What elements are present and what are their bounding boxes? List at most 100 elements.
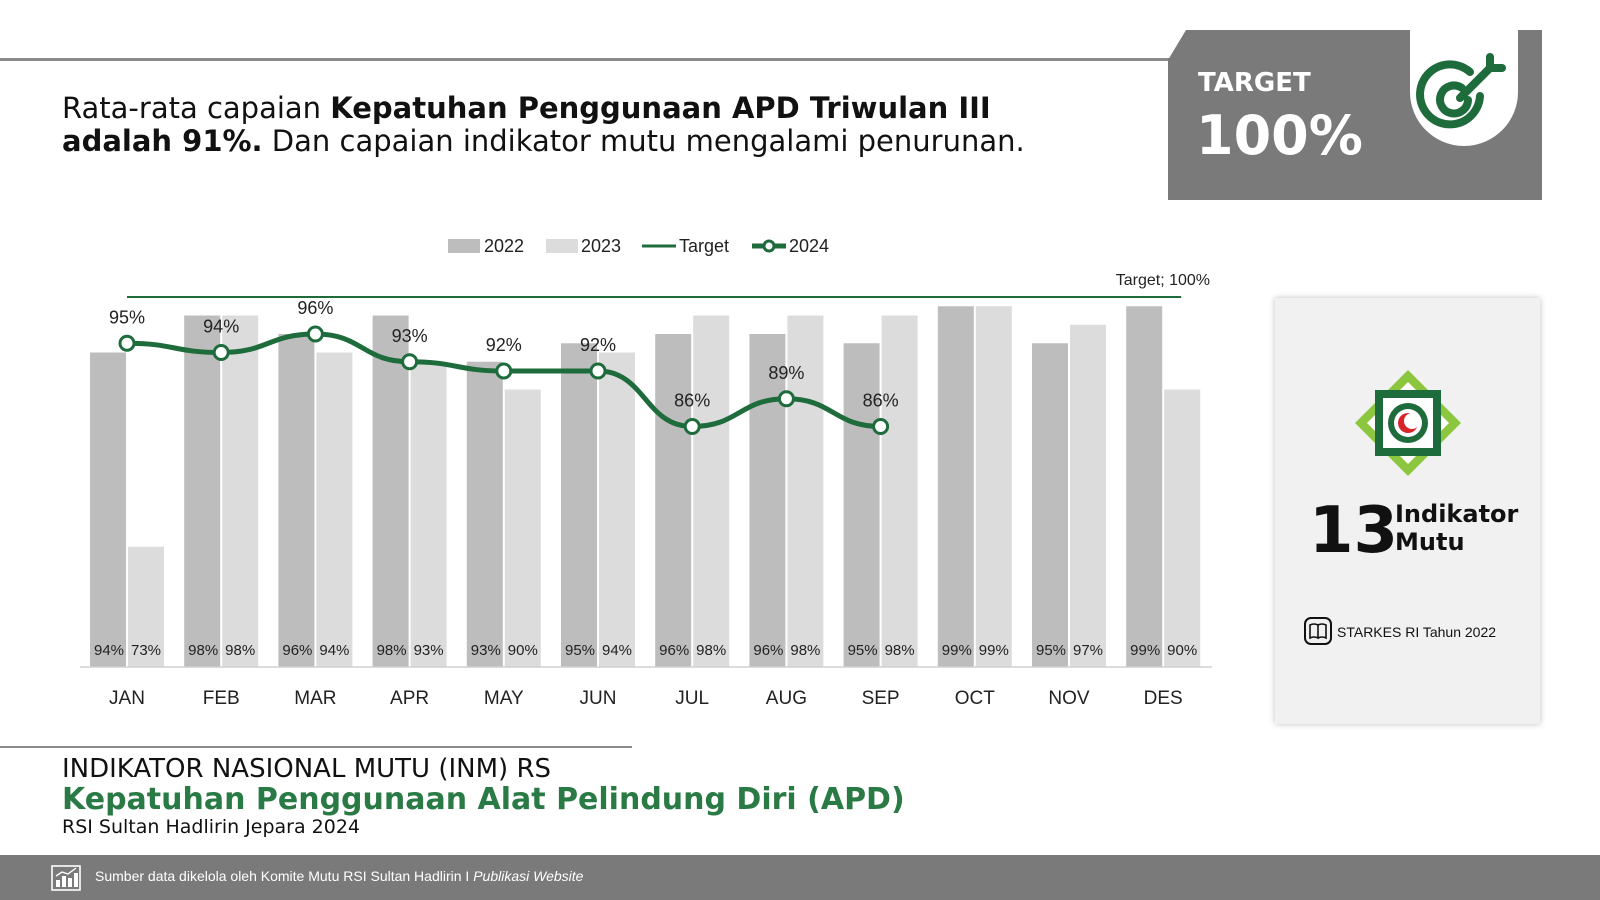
- bar-2022-jan: [90, 352, 126, 667]
- label-2024-sep: 86%: [863, 391, 899, 411]
- bar-2023-nov: [1070, 324, 1106, 667]
- bar-2023-jul: [693, 315, 730, 667]
- hospital-subtitle: RSI Sultan Hadlirin Jepara 2024: [62, 816, 361, 838]
- legend-2023: [546, 239, 578, 253]
- label-2022-nov: 95%: [1036, 642, 1066, 659]
- label-2022-mar: 96%: [282, 642, 312, 659]
- report-chart-icon: [51, 865, 81, 891]
- x-tick-jun: JUN: [580, 688, 617, 709]
- point-2024-feb: [212, 344, 230, 361]
- top-divider: [0, 58, 1168, 61]
- label-2023-jul: 98%: [696, 642, 726, 659]
- bar-2023-sep: [881, 315, 918, 667]
- legend-2024-marker: [762, 239, 776, 253]
- label-2024-mar: 96%: [297, 298, 333, 318]
- label-2024-apr: 93%: [392, 326, 428, 346]
- label-2022-jun: 95%: [565, 642, 595, 659]
- point-2024-apr: [401, 353, 419, 371]
- bar-2022-oct: [937, 306, 974, 667]
- target-annotation: Target; 100%: [1116, 272, 1210, 289]
- target-value: 100%: [1196, 104, 1363, 167]
- label-2023-sep: 98%: [885, 642, 915, 659]
- label-2024-may: 92%: [486, 335, 522, 355]
- label-2024-feb: 94%: [203, 317, 239, 337]
- bar-2023-des: [1164, 389, 1201, 667]
- label-2022-may: 93%: [471, 642, 501, 659]
- label-2023-des: 90%: [1167, 642, 1197, 659]
- bar-2023-feb: [222, 315, 259, 667]
- footer-text: Sumber data dikelola oleh Komite Mutu RS…: [95, 868, 474, 884]
- footer-source-text: Sumber data dikelola oleh Komite Mutu RS…: [95, 868, 583, 884]
- book-icon: [1304, 617, 1332, 645]
- bar-2023-mar: [316, 352, 353, 667]
- x-tick-des: DES: [1144, 688, 1183, 709]
- label-2024-jan: 95%: [109, 307, 145, 327]
- label-2023-feb: 98%: [225, 642, 255, 659]
- headline-bold-2: adalah 91%.: [62, 124, 263, 158]
- label-2024-jul: 86%: [674, 391, 710, 411]
- x-tick-apr: APR: [390, 688, 429, 709]
- indicator-card: 13 Indikator Mutu STARKES RI Tahun 2022: [1275, 298, 1540, 724]
- legend-2022-label: 2022: [484, 236, 524, 256]
- x-tick-nov: NOV: [1048, 688, 1090, 709]
- label-2023-oct: 99%: [979, 642, 1009, 659]
- label-2022-sep: 95%: [848, 642, 878, 659]
- point-2024-jun: [589, 362, 607, 380]
- bar-2022-may: [466, 361, 503, 667]
- x-tick-oct: OCT: [955, 688, 996, 709]
- indicator-label: Indikator Mutu: [1395, 500, 1519, 556]
- inm-title: INDIKATOR NASIONAL MUTU (INM) RS: [62, 754, 552, 784]
- headline-text-1: Rata-rata capaian: [62, 91, 331, 125]
- bar-2022-mar: [278, 334, 315, 667]
- label-2022-feb: 98%: [188, 642, 218, 659]
- label-2022-des: 99%: [1130, 642, 1160, 659]
- bar-2023-apr: [410, 361, 447, 667]
- x-tick-may: MAY: [484, 688, 524, 709]
- label-2024-jun: 92%: [580, 335, 616, 355]
- bar-2022-aug: [749, 334, 786, 667]
- legend-2023-label: 2023: [581, 236, 621, 256]
- label-2023-jan: 73%: [131, 642, 161, 659]
- bar-2022-jun: [561, 343, 597, 667]
- footer-bar: Sumber data dikelola oleh Komite Mutu RS…: [0, 855, 1600, 900]
- bar-2022-apr: [372, 315, 409, 667]
- source-note: STARKES RI Tahun 2022: [1337, 624, 1497, 640]
- legend-target-label: Target: [679, 236, 729, 256]
- target-arrow-icon: [1416, 53, 1506, 129]
- page-headline: Rata-rata capaian Kepatuhan Penggunaan A…: [62, 92, 1122, 158]
- bar-2023-jun: [599, 352, 635, 667]
- indicator-count: 13: [1309, 494, 1399, 568]
- bar-2022-des: [1126, 306, 1163, 667]
- target-icon-badge: [1410, 30, 1518, 146]
- target-label: TARGET: [1198, 68, 1311, 98]
- point-2024-jul: [683, 418, 701, 435]
- label-2023-jun: 94%: [602, 642, 632, 659]
- hospital-emblem-icon: [1355, 370, 1461, 476]
- headline-text-2: Dan capaian indikator mutu mengalami pen…: [262, 124, 1025, 158]
- headline-bold-1: Kepatuhan Penggunaan APD Triwulan III: [330, 91, 991, 125]
- bar-2023-may: [504, 389, 541, 667]
- label-2023-aug: 98%: [790, 642, 820, 659]
- x-tick-jan: JAN: [109, 688, 145, 709]
- label-2022-jan: 94%: [94, 642, 124, 659]
- label-2023-apr: 93%: [414, 642, 444, 659]
- point-2024-aug: [777, 390, 795, 408]
- label-2023-nov: 97%: [1073, 642, 1103, 659]
- point-2024-may: [495, 362, 513, 380]
- label-2023-may: 90%: [508, 642, 538, 659]
- label-2023-mar: 94%: [319, 642, 349, 659]
- point-2024-mar: [306, 325, 324, 343]
- bottom-divider: [0, 746, 632, 748]
- x-tick-aug: AUG: [766, 688, 807, 709]
- x-tick-jul: JUL: [675, 688, 709, 709]
- apd-chart: 2022 2023 Target 2024 94% 73% JAN 98% 98% FEB 96% 9…: [80, 236, 1212, 709]
- legend-2024-label: 2024: [789, 236, 829, 256]
- bar-2022-jul: [655, 334, 692, 667]
- point-2024-jan: [118, 334, 136, 352]
- label-2024-aug: 89%: [768, 363, 804, 383]
- legend-2022: [448, 239, 480, 253]
- bar-2022-feb: [184, 315, 221, 667]
- label-2022-oct: 99%: [942, 642, 972, 659]
- footer-italic: Publikasi Website: [473, 868, 584, 884]
- bar-2022-nov: [1032, 343, 1068, 667]
